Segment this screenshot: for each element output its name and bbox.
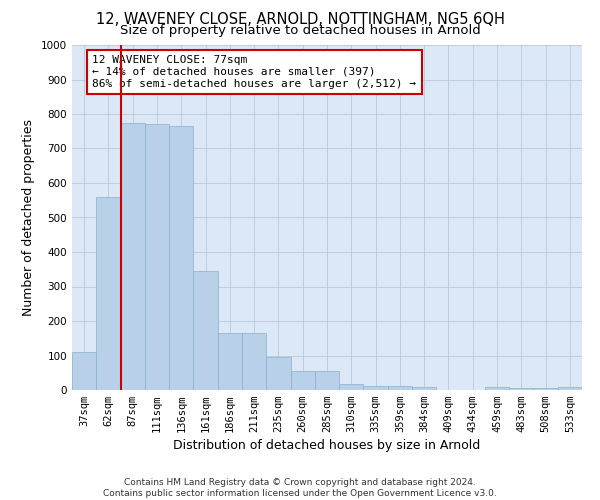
Bar bbox=[218, 333, 242, 390]
Bar bbox=[290, 371, 315, 390]
Bar bbox=[121, 122, 145, 390]
Bar bbox=[72, 352, 96, 390]
Bar bbox=[509, 388, 533, 390]
Y-axis label: Number of detached properties: Number of detached properties bbox=[22, 119, 35, 316]
Bar bbox=[533, 388, 558, 390]
Text: 12 WAVENEY CLOSE: 77sqm
← 14% of detached houses are smaller (397)
86% of semi-d: 12 WAVENEY CLOSE: 77sqm ← 14% of detache… bbox=[92, 56, 416, 88]
Bar bbox=[339, 384, 364, 390]
Bar bbox=[96, 197, 121, 390]
Bar bbox=[145, 124, 169, 390]
Text: Contains HM Land Registry data © Crown copyright and database right 2024.
Contai: Contains HM Land Registry data © Crown c… bbox=[103, 478, 497, 498]
Text: Size of property relative to detached houses in Arnold: Size of property relative to detached ho… bbox=[119, 24, 481, 37]
Bar bbox=[558, 386, 582, 390]
X-axis label: Distribution of detached houses by size in Arnold: Distribution of detached houses by size … bbox=[173, 440, 481, 452]
Bar bbox=[169, 126, 193, 390]
Text: 12, WAVENEY CLOSE, ARNOLD, NOTTINGHAM, NG5 6QH: 12, WAVENEY CLOSE, ARNOLD, NOTTINGHAM, N… bbox=[95, 12, 505, 28]
Bar bbox=[266, 356, 290, 390]
Bar bbox=[364, 386, 388, 390]
Bar bbox=[485, 386, 509, 390]
Bar bbox=[412, 387, 436, 390]
Bar bbox=[193, 271, 218, 390]
Bar bbox=[315, 371, 339, 390]
Bar bbox=[242, 333, 266, 390]
Bar bbox=[388, 386, 412, 390]
